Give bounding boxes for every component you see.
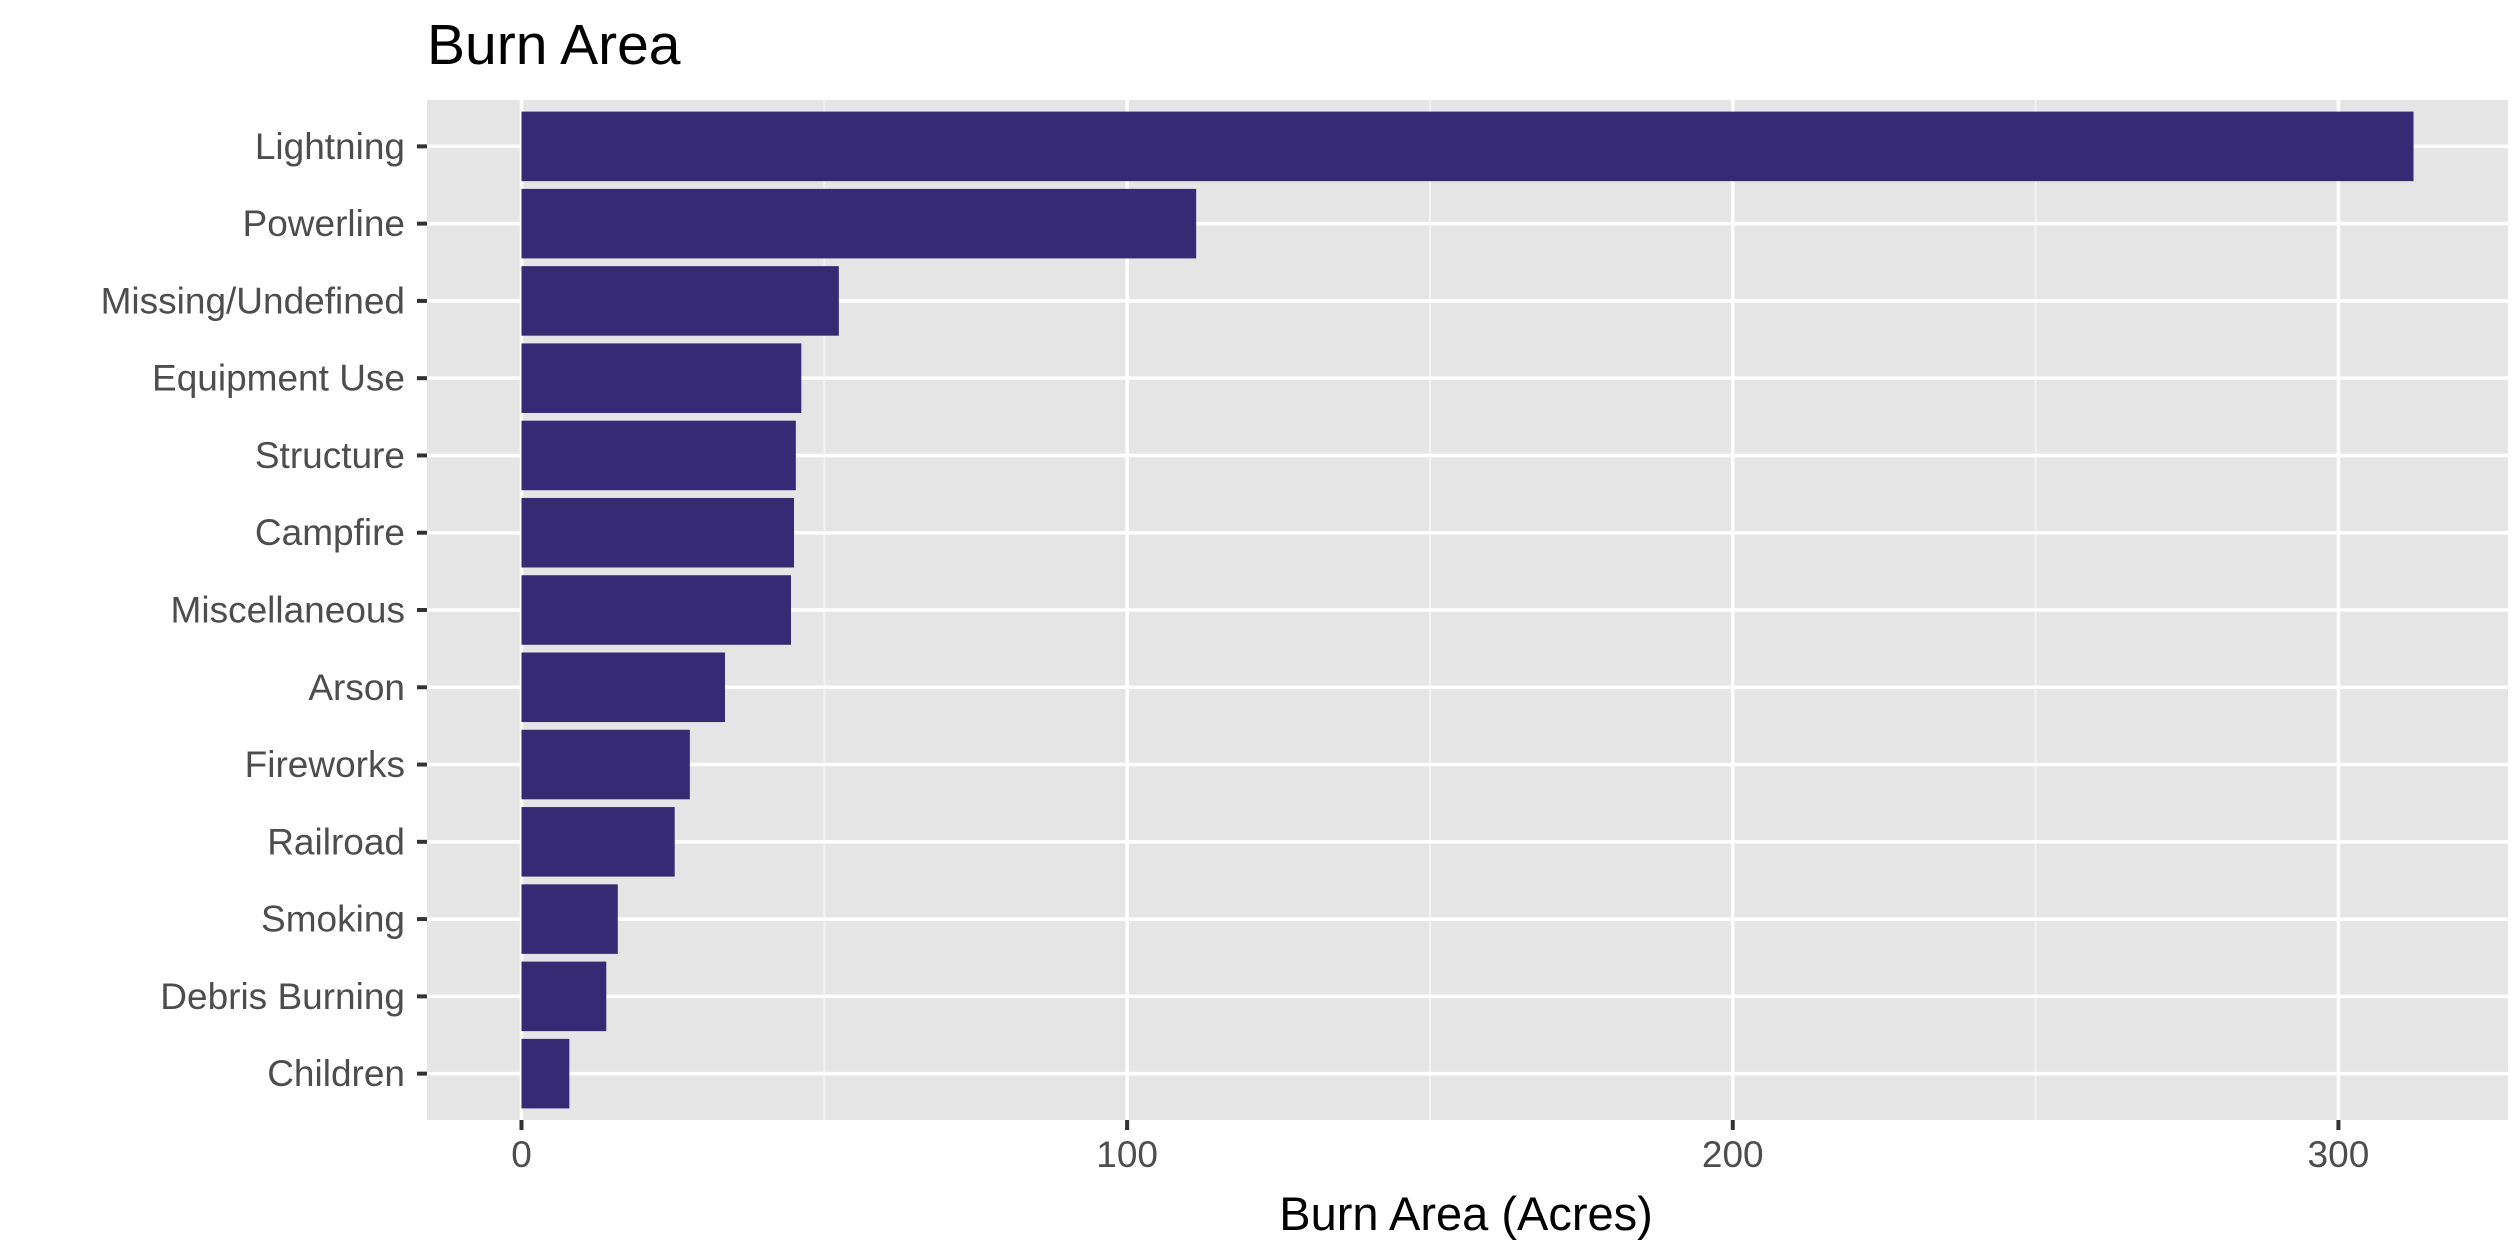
y-tick-label: Missing/Undefined <box>101 280 405 321</box>
bar <box>521 111 2414 182</box>
y-tick-label: Powerline <box>243 203 405 244</box>
chart-title: Burn Area <box>427 13 681 77</box>
bar <box>521 497 795 568</box>
bar <box>521 266 839 336</box>
y-tick-label: Arson <box>308 667 405 708</box>
bar <box>521 420 796 491</box>
bar <box>521 729 690 800</box>
x-axis: 0 100 200 300 <box>511 1120 2369 1175</box>
bar <box>521 652 725 723</box>
y-tick-label: Lightning <box>255 126 405 167</box>
y-tick-label: Debris Burning <box>160 976 405 1017</box>
y-tick-label: Miscellaneous <box>171 590 405 631</box>
y-tick-label: Fireworks <box>245 744 405 785</box>
bar <box>521 807 675 877</box>
bars <box>521 111 2414 1109</box>
x-tick-label: 0 <box>511 1134 532 1175</box>
y-tick-label: Structure <box>255 435 405 476</box>
y-axis: Lightning Powerline Missing/Undefined Equip… <box>101 126 427 1094</box>
bar <box>521 575 791 645</box>
x-tick-label: 200 <box>1702 1134 1764 1175</box>
x-tick-label: 300 <box>2308 1134 2370 1175</box>
bar <box>521 884 618 954</box>
y-tick-label: Children <box>267 1053 405 1094</box>
y-tick-label: Campfire <box>255 512 405 553</box>
x-axis-title: Burn Area (Acres) <box>1279 1187 1653 1240</box>
y-tick-label: Equipment Use <box>152 358 405 399</box>
bar <box>521 1038 570 1109</box>
bar <box>521 343 802 413</box>
y-tick-label: Smoking <box>261 899 405 940</box>
x-tick-label: 100 <box>1096 1134 1158 1175</box>
bar <box>521 961 607 1032</box>
bar <box>521 188 1197 259</box>
y-tick-label: Railroad <box>267 821 405 862</box>
